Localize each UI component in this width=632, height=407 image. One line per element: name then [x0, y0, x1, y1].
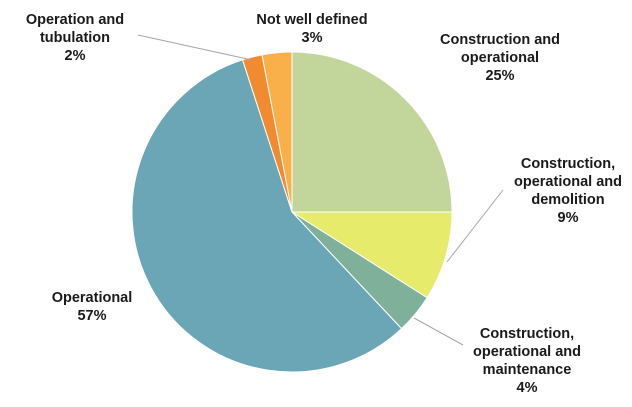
data-label-text: tubulation [40, 30, 110, 46]
data-label-text: maintenance [483, 362, 572, 378]
data-label-value: 4% [517, 380, 538, 396]
data-label-construction-operational-and-maintenance: Construction, operational and maintenance 4… [473, 326, 581, 396]
data-label-text: Operational [52, 290, 133, 306]
data-label-text: operational and [473, 344, 581, 360]
data-label-construction-and-operational: Construction and operational 25% [440, 32, 560, 84]
data-label-text: operational [461, 50, 539, 66]
data-label-value: 57% [77, 308, 106, 324]
data-label-value: 25% [485, 68, 514, 84]
leader-line-construction-operational-and-demolition [446, 189, 504, 263]
leader-line-construction-operational-and-maintenance [413, 317, 464, 346]
leader-line-operation-and-tubulation [137, 34, 253, 61]
data-label-construction-operational-and-demolition: Construction, operational and demolition 9% [514, 156, 622, 226]
data-label-text: Not well defined [256, 12, 367, 28]
pie-slice-not-well-defined [261, 51, 293, 213]
data-label-text: Construction, [480, 326, 574, 342]
data-label-text: Construction, [521, 156, 615, 172]
data-label-operation-and-tubulation: Operation and tubulation 2% [26, 12, 124, 64]
pie-slice-operational [131, 59, 403, 373]
data-label-not-well-defined: Not well defined 3% [256, 12, 367, 46]
data-label-text: Operation and [26, 12, 124, 28]
data-label-text: Construction and [440, 32, 560, 48]
data-label-text: operational and [514, 174, 622, 190]
pie-slice-construction-operational-and-demolition [290, 211, 453, 299]
data-label-text: demolition [531, 192, 604, 208]
data-label-value: 9% [558, 210, 579, 226]
data-label-value: 2% [65, 48, 86, 64]
data-label-value: 3% [302, 30, 323, 46]
pie-slice-construction-and-operational [291, 51, 453, 213]
data-label-operational: Operational 57% [52, 290, 133, 324]
